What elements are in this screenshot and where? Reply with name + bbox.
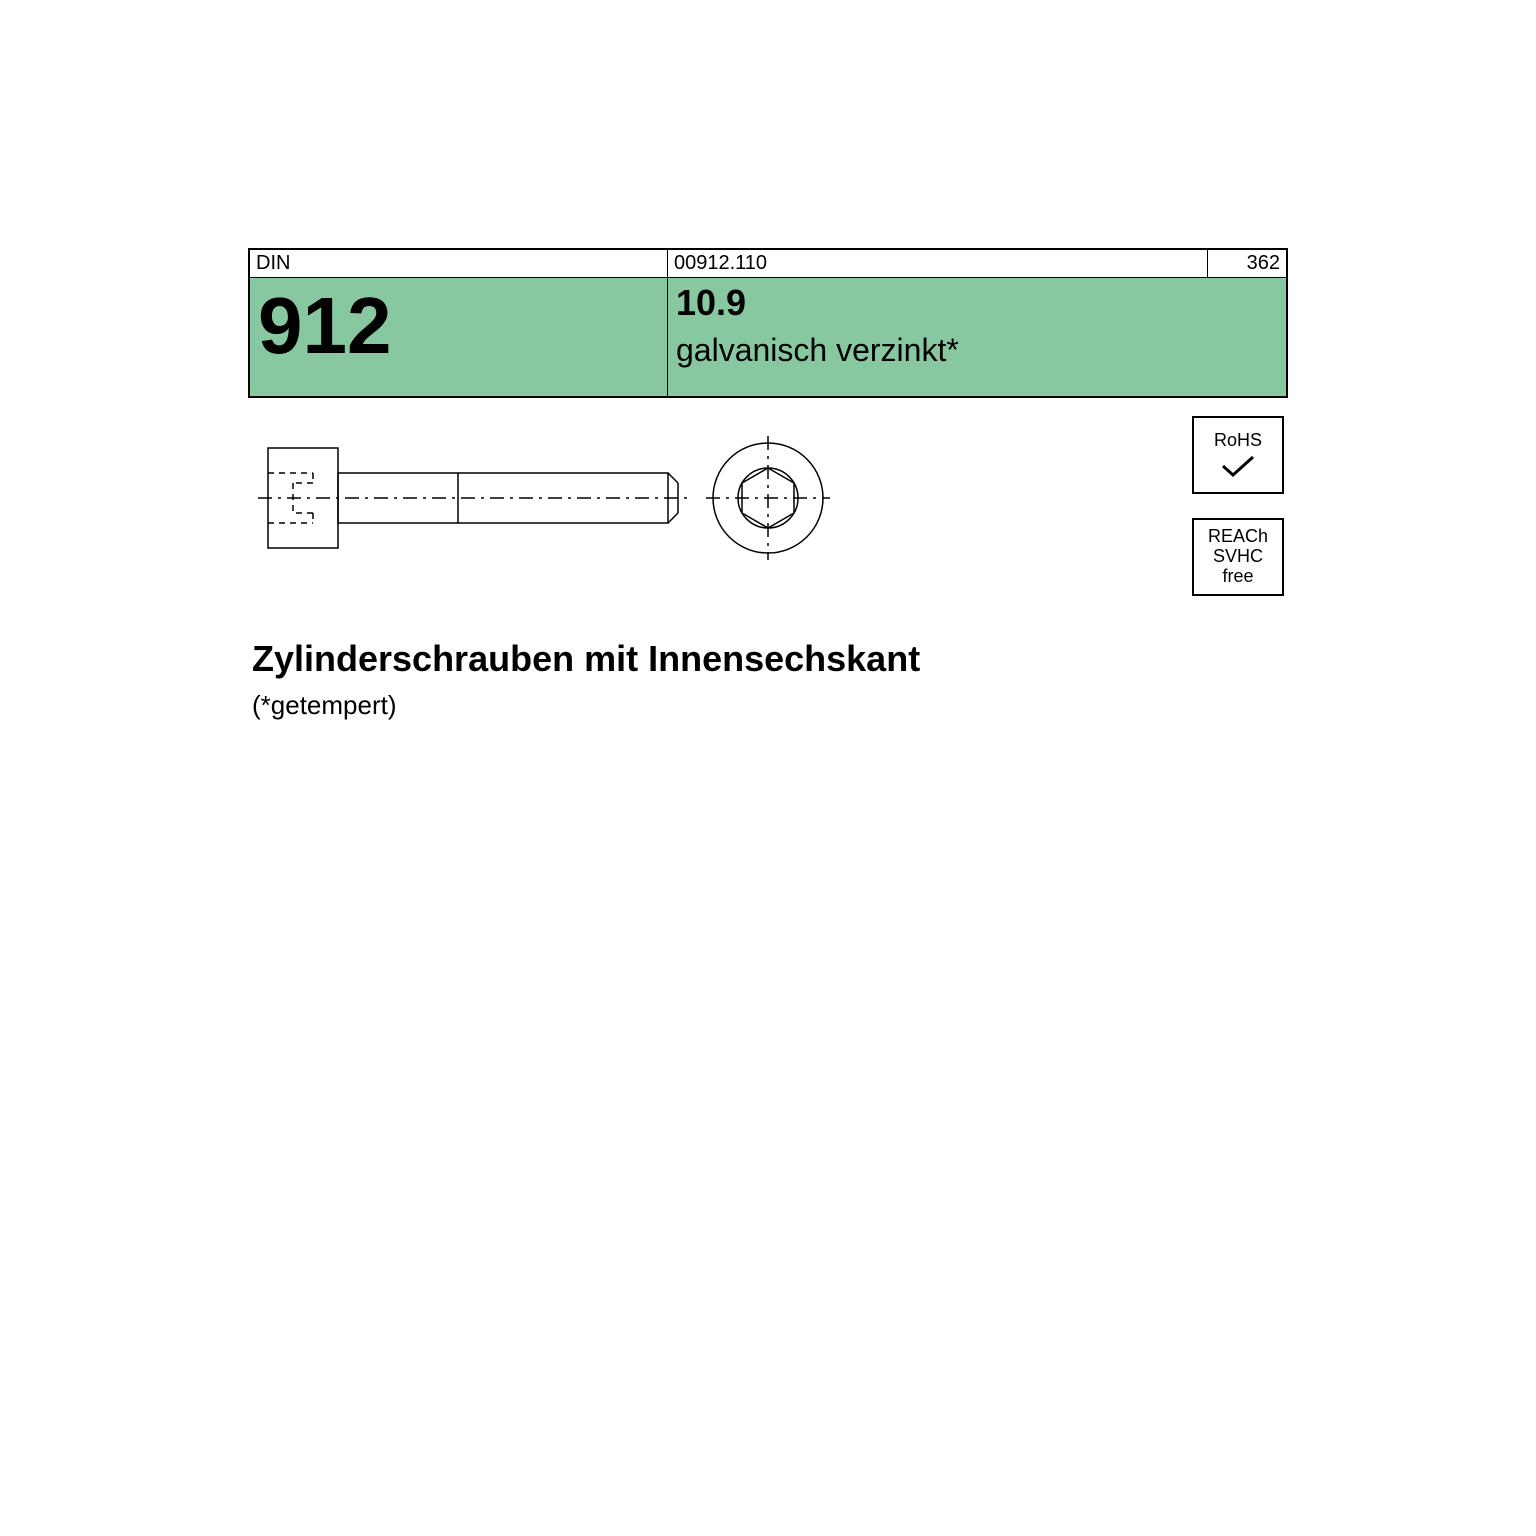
rohs-label: RoHS (1214, 431, 1262, 451)
screw-drawing-icon (258, 428, 838, 573)
header-row: DIN 00912.110 362 (248, 248, 1288, 278)
header-page: 362 (1208, 250, 1288, 277)
reach-line3: free (1222, 567, 1253, 587)
compliance-badges: RoHS REACh SVHC free (1192, 416, 1284, 596)
check-icon (1220, 453, 1256, 479)
din-number-cell: 912 (248, 278, 668, 396)
header-code: 00912.110 (668, 250, 1208, 277)
reach-badge: REACh SVHC free (1192, 518, 1284, 596)
diagram-row: RoHS REACh SVHC free (248, 408, 1288, 608)
header-din-label: DIN (248, 250, 668, 277)
product-title: Zylinderschrauben mit Innensechskant (252, 638, 1284, 680)
spec-row: 912 10.9 galvanisch verzinkt* (248, 278, 1288, 398)
product-note: (*getempert) (252, 690, 1284, 721)
reach-line2: SVHC (1213, 547, 1263, 567)
reach-line1: REACh (1208, 527, 1268, 547)
strength-class: 10.9 (676, 282, 1278, 324)
din-number: 912 (258, 282, 659, 370)
finish-text: galvanisch verzinkt* (676, 332, 1278, 369)
rohs-badge: RoHS (1192, 416, 1284, 494)
spec-cell: 10.9 galvanisch verzinkt* (668, 278, 1288, 396)
title-block: Zylinderschrauben mit Innensechskant (*g… (248, 638, 1288, 721)
